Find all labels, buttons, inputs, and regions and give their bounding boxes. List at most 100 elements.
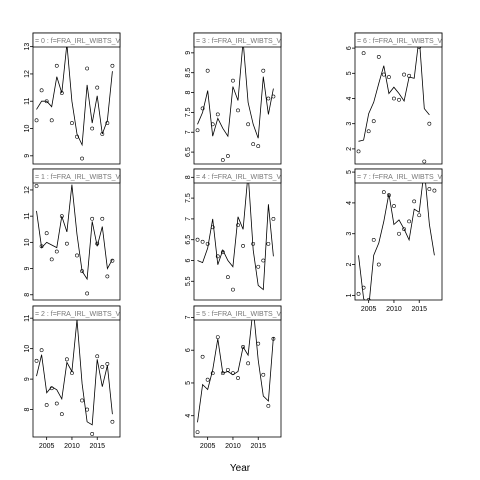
y-tick-label: 7.5 <box>185 193 192 203</box>
panel-6: = 2 : f=FRA_IRL_WIBTS_V 8 9 10 11 2005 2010 201… <box>24 305 121 450</box>
y-tick-label: 9 <box>24 267 31 271</box>
data-point <box>34 118 39 123</box>
data-point <box>200 106 205 111</box>
y-tick-label: 12 <box>24 186 31 194</box>
y-tick-label: 4 <box>185 414 192 418</box>
data-point <box>402 227 406 232</box>
panel-title: = 3 : f=FRA_IRL_WIBTS_V <box>196 38 282 45</box>
data-point <box>271 336 276 341</box>
y-tick-label: 12 <box>24 70 31 78</box>
data-point <box>44 231 49 236</box>
panel-strip <box>193 168 282 184</box>
x-tick-label: 2015 <box>411 306 427 313</box>
data-point <box>85 291 90 296</box>
data-point <box>241 244 245 248</box>
panel-0: = 0 : f=FRA_IRL_WIBTS_V 9 10 11 12 13 <box>24 32 121 165</box>
y-tick-label: 4 <box>346 96 353 100</box>
x-tick-label: 2005 <box>200 443 216 450</box>
data-point <box>386 75 391 79</box>
data-point <box>432 188 437 193</box>
data-point <box>231 287 235 292</box>
data-point <box>215 254 220 259</box>
data-point <box>90 126 95 131</box>
y-tick-label: 9 <box>24 154 31 158</box>
data-point <box>397 231 401 236</box>
panel-strip <box>193 305 282 321</box>
x-tick-label: 2010 <box>225 443 241 450</box>
y-tick-label: 11 <box>24 314 31 321</box>
y-tick-label: 2 <box>346 263 353 267</box>
data-point <box>210 371 215 376</box>
data-point <box>236 223 240 228</box>
data-point <box>54 63 59 68</box>
y-tick-label: 10 <box>24 238 31 246</box>
data-point <box>266 403 271 408</box>
panel-title: = 6 : f=FRA_IRL_WIBTS_V <box>357 38 443 45</box>
data-point <box>381 190 386 195</box>
data-point <box>361 285 366 290</box>
data-point <box>100 216 105 221</box>
y-tick-label: 7 <box>185 315 192 319</box>
data-point <box>215 335 220 340</box>
series-line <box>36 184 113 281</box>
panel-title: = 4 : f=FRA_IRL_WIBTS_V <box>196 174 282 181</box>
data-point <box>407 219 412 224</box>
data-point <box>231 371 235 376</box>
panel-strip <box>354 168 443 184</box>
y-tick-label: 8 <box>24 293 31 297</box>
x-tick-label: 2005 <box>39 443 55 450</box>
data-point <box>422 159 427 164</box>
data-point <box>110 63 115 68</box>
data-point <box>59 214 64 219</box>
y-tick-label: 6 <box>185 348 192 352</box>
data-point <box>261 372 266 377</box>
data-point <box>85 66 90 71</box>
data-point <box>427 121 432 126</box>
data-point <box>220 250 225 255</box>
data-point <box>366 298 371 300</box>
y-tick-label: 11 <box>24 97 31 104</box>
y-tick-label: 13 <box>24 43 31 51</box>
y-tick-label: 8 <box>24 408 31 412</box>
data-point <box>417 213 422 218</box>
data-point <box>261 258 266 263</box>
data-point <box>39 244 44 249</box>
y-tick-label: 6 <box>346 46 353 50</box>
data-point <box>381 72 386 77</box>
data-point <box>75 134 79 139</box>
y-tick-label: 8.5 <box>185 68 192 78</box>
data-point <box>210 225 215 230</box>
x-tick-label: 2010 <box>64 443 80 450</box>
panel-frame <box>193 168 282 301</box>
y-tick-label: 6.5 <box>185 147 192 157</box>
y-tick-label: 7.5 <box>185 107 192 117</box>
data-point <box>64 241 69 246</box>
data-point <box>225 367 230 372</box>
x-axis-label: Year <box>230 463 251 474</box>
data-point <box>210 122 215 127</box>
panel-title: = 2 : f=FRA_IRL_WIBTS_V <box>35 311 121 318</box>
y-tick-label: 1 <box>346 293 353 297</box>
panel-strip <box>354 32 443 48</box>
series-line <box>358 183 435 300</box>
data-point <box>261 68 266 73</box>
data-point <box>256 144 261 149</box>
y-tick-label: 6.5 <box>185 235 192 245</box>
series-line <box>36 47 113 147</box>
data-point <box>241 345 245 349</box>
data-point <box>356 149 361 154</box>
panel-strip <box>193 32 282 48</box>
y-tick-label: 4 <box>346 201 353 205</box>
data-point <box>266 96 271 101</box>
data-point <box>256 341 261 346</box>
data-point <box>70 371 74 375</box>
data-point <box>54 401 59 406</box>
data-point <box>39 348 44 353</box>
data-point <box>34 358 39 363</box>
data-point <box>386 193 391 198</box>
data-point <box>85 407 90 412</box>
y-tick-label: 6 <box>185 258 192 262</box>
panel-frame <box>354 168 443 301</box>
y-tick-label: 5 <box>346 71 353 75</box>
